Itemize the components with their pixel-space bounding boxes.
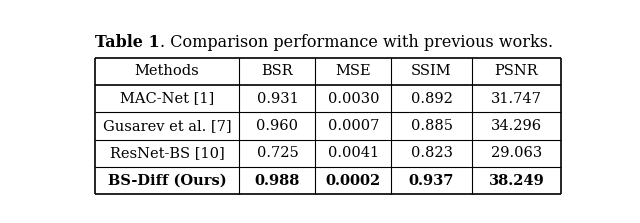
- Text: MAC-Net [1]: MAC-Net [1]: [120, 92, 214, 106]
- Text: 0.823: 0.823: [410, 146, 452, 160]
- Text: 0.988: 0.988: [255, 173, 300, 188]
- Text: 29.063: 29.063: [491, 146, 542, 160]
- Text: ResNet-BS [10]: ResNet-BS [10]: [110, 146, 225, 160]
- Text: BSR: BSR: [262, 64, 293, 78]
- Text: 34.296: 34.296: [491, 119, 542, 133]
- Text: 0.725: 0.725: [257, 146, 298, 160]
- Text: 0.0002: 0.0002: [326, 173, 381, 188]
- Text: Methods: Methods: [135, 64, 200, 78]
- Text: PSNR: PSNR: [495, 64, 538, 78]
- Text: Table 1: Table 1: [95, 35, 159, 52]
- Text: 0.937: 0.937: [409, 173, 454, 188]
- Text: BS-Diff (Ours): BS-Diff (Ours): [108, 173, 227, 188]
- Text: 38.249: 38.249: [488, 173, 544, 188]
- Text: MSE: MSE: [335, 64, 371, 78]
- Text: 0.0030: 0.0030: [328, 92, 379, 106]
- Text: 0.931: 0.931: [257, 92, 298, 106]
- Text: 0.0007: 0.0007: [328, 119, 379, 133]
- Text: 0.0041: 0.0041: [328, 146, 379, 160]
- Text: . Comparison performance with previous works.: . Comparison performance with previous w…: [159, 35, 553, 52]
- Text: 31.747: 31.747: [491, 92, 542, 106]
- Text: 0.892: 0.892: [411, 92, 452, 106]
- Text: SSIM: SSIM: [411, 64, 452, 78]
- Text: Gusarev et al. [7]: Gusarev et al. [7]: [103, 119, 232, 133]
- Text: 0.960: 0.960: [257, 119, 298, 133]
- Text: 0.885: 0.885: [410, 119, 452, 133]
